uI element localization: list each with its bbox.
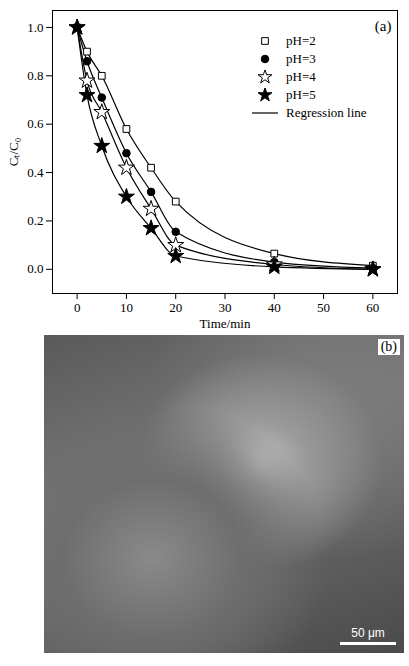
svg-text:0.8: 0.8 [27,68,43,83]
svg-text:Cₜ/C₀: Cₜ/C₀ [6,138,21,167]
svg-text:0: 0 [74,300,81,315]
svg-text:40: 40 [268,300,281,315]
svg-text:(a): (a) [375,18,392,35]
svg-text:10: 10 [120,300,133,315]
html-text:(b): (b) [380,339,397,354]
svg-text:0.4: 0.4 [27,165,44,180]
html-text:pH=4: pH=4 [286,69,316,84]
html-text:50 μm: 50 μm [351,626,385,640]
svg-text:30: 30 [219,300,232,315]
html-text:Regression line: Regression line [286,105,367,120]
svg-text:20: 20 [169,300,182,315]
svg-text:0.0: 0.0 [27,261,43,276]
svg-text:0.2: 0.2 [27,213,43,228]
svg-text:1.0: 1.0 [27,20,43,35]
svg-text:60: 60 [366,300,379,315]
html-text:pH=2: pH=2 [286,33,316,48]
svg-text:0.6: 0.6 [27,116,44,131]
svg-text:50: 50 [317,300,330,315]
html-text:pH=5: pH=5 [286,87,316,102]
html-text:pH=3: pH=3 [286,51,316,66]
svg-text:Time/min: Time/min [200,316,251,331]
